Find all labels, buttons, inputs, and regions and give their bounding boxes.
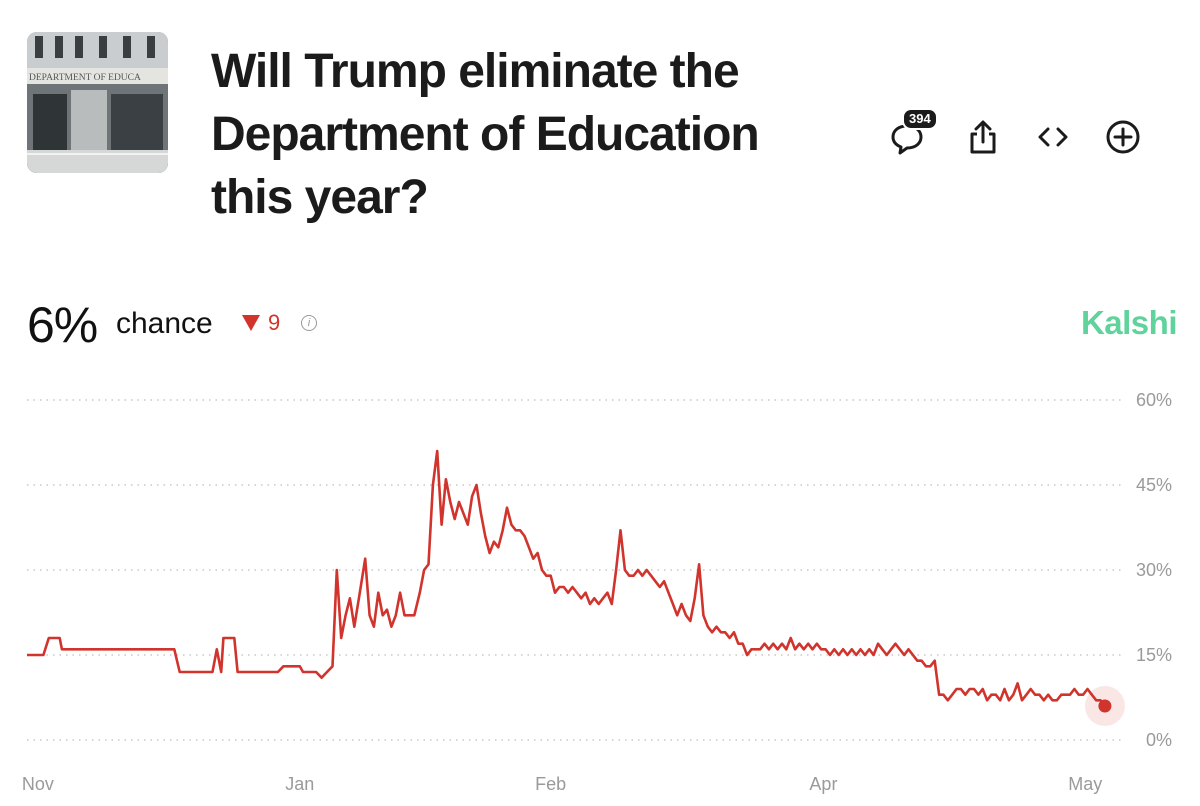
share-button[interactable] — [956, 110, 1010, 164]
brand-logo[interactable]: Kalshi — [1080, 304, 1178, 341]
x-tick-label: Apr — [809, 774, 837, 794]
comment-count-badge: 394 — [902, 108, 938, 130]
chance-delta: 9 — [242, 310, 280, 336]
market-thumbnail: DEPARTMENT OF EDUCA — [27, 32, 168, 173]
y-tick-label: 60% — [1136, 390, 1172, 410]
chance-percent: 6% — [27, 297, 98, 353]
y-tick-label: 0% — [1146, 730, 1172, 750]
delta-value: 9 — [268, 310, 281, 335]
x-tick-label: Nov — [22, 774, 54, 794]
series-line — [27, 449, 1106, 707]
embed-button[interactable] — [1026, 110, 1080, 164]
share-icon — [970, 120, 996, 154]
probability-summary: 6% chance 9 i Kalshi — [27, 296, 1178, 356]
embed-icon — [1038, 127, 1068, 147]
y-tick-label: 45% — [1136, 475, 1172, 495]
thumbnail-sign-text: DEPARTMENT OF EDUCA — [29, 73, 141, 83]
market-title: Will Trump eliminate the Department of E… — [211, 45, 760, 224]
probability-chart: 0% 15% 30% 45% 60% Nov Jan Feb Apr May — [22, 390, 1172, 794]
current-point — [1098, 699, 1112, 713]
comment-icon — [891, 124, 923, 155]
comments-button[interactable]: 394 — [880, 108, 938, 164]
add-icon — [1106, 120, 1140, 154]
x-tick-label: Jan — [285, 774, 314, 794]
x-tick-label: May — [1068, 774, 1102, 794]
x-tick-label: Feb — [535, 774, 566, 794]
y-tick-label: 15% — [1136, 645, 1172, 665]
chance-label: chance — [116, 307, 213, 340]
add-button[interactable] — [1096, 110, 1150, 164]
down-triangle-icon — [242, 315, 260, 331]
y-tick-label: 30% — [1136, 560, 1172, 580]
info-icon[interactable]: i — [301, 315, 317, 331]
